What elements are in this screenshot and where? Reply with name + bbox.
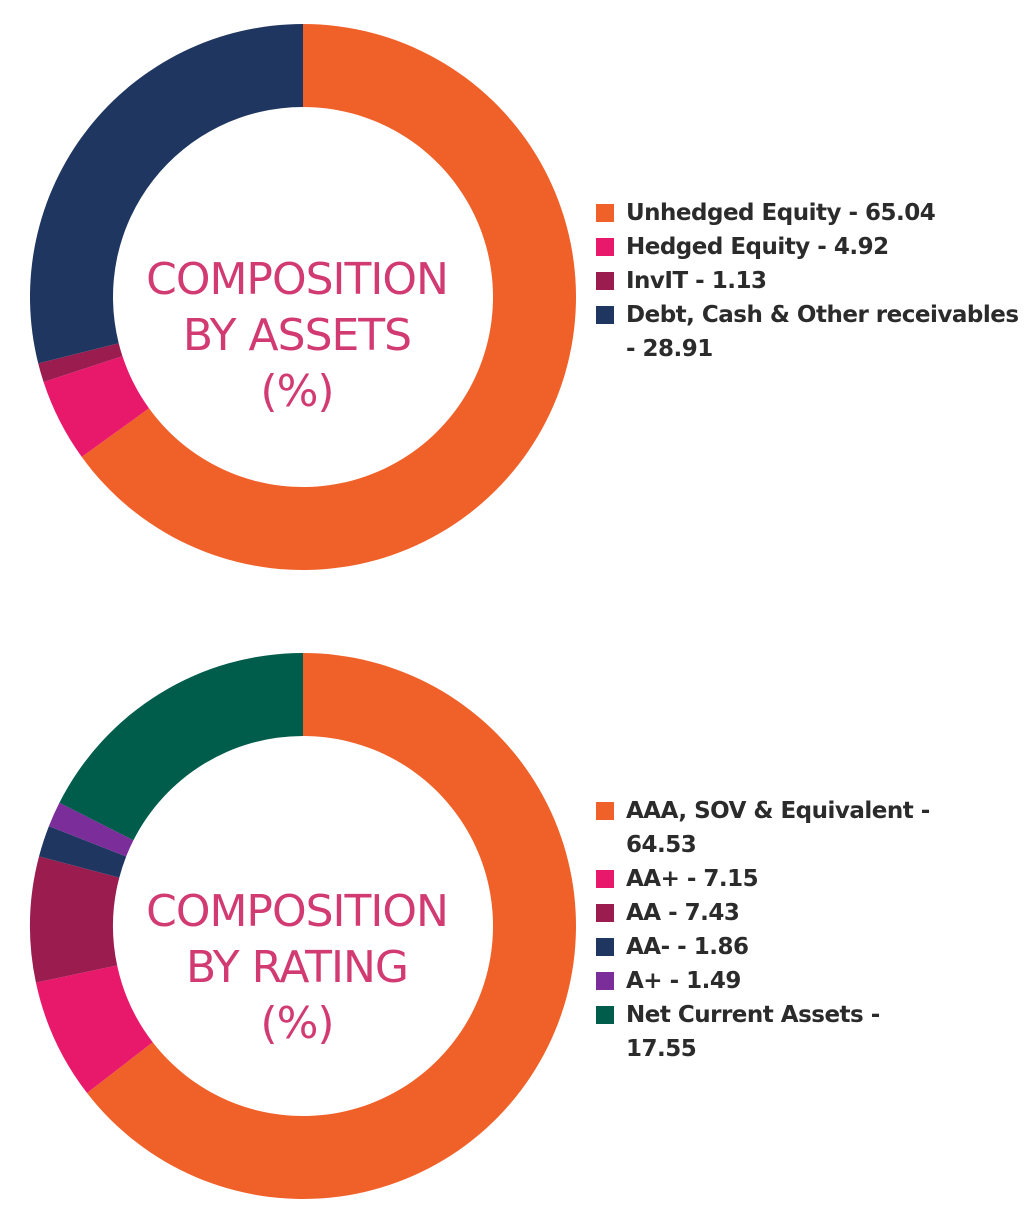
assets-legend-item: InvIT - 1.13 [596, 264, 1021, 298]
rating-legend: AAA, SOV & Equivalent - 64.53 AA+ - 7.15… [596, 794, 956, 1066]
rating-center-line-2: BY RATING [186, 942, 409, 993]
assets-center-line-1: COMPOSITION [146, 254, 449, 305]
legend-swatch [596, 938, 614, 956]
legend-label: Hedged Equity - 4.92 [626, 234, 889, 260]
assets-legend-item: Hedged Equity - 4.92 [596, 230, 1021, 264]
rating-composition-chart: COMPOSITION BY RATING (%) AAA, SOV & Equ… [0, 630, 1025, 1222]
assets-legend-item: Debt, Cash & Other receivables - 28.91 [596, 298, 1021, 366]
legend-label: Unhedged Equity - 65.04 [626, 200, 936, 226]
legend-label: AAA, SOV & Equivalent - 64.53 [626, 798, 930, 858]
donut-slice-aa [39, 826, 127, 878]
donut-slice-net-current-assets [59, 653, 304, 841]
rating-donut [30, 653, 577, 1199]
donut-slice-aa [30, 856, 120, 983]
legend-label: A+ - 1.49 [626, 968, 741, 994]
legend-swatch [596, 870, 614, 888]
assets-center-title: COMPOSITION BY ASSETS (%) [97, 252, 497, 420]
rating-center-line-3: (%) [260, 998, 334, 1049]
legend-swatch [596, 802, 614, 820]
legend-swatch [596, 1006, 614, 1024]
rating-center-title: COMPOSITION BY RATING (%) [97, 884, 497, 1052]
donut-slice-invit [38, 343, 123, 383]
legend-swatch [596, 204, 614, 222]
assets-legend-item: Unhedged Equity - 65.04 [596, 196, 1021, 230]
legend-swatch [596, 904, 614, 922]
assets-donut [29, 24, 576, 571]
assets-composition-chart: COMPOSITION BY ASSETS (%) Unhedged Equit… [0, 0, 1025, 600]
assets-center-line-3: (%) [260, 366, 334, 417]
legend-swatch [596, 972, 614, 990]
legend-label: AA - 7.43 [626, 900, 740, 926]
donut-slice-aa [35, 965, 153, 1094]
donut-slice-aaa-sov-equivalent [87, 653, 577, 1199]
legend-label: AA- - 1.86 [626, 934, 749, 960]
rating-center-line-1: COMPOSITION [146, 886, 449, 937]
legend-label: AA+ - 7.15 [626, 866, 759, 892]
legend-label: Debt, Cash & Other receivables - 28.91 [626, 302, 1019, 362]
donut-slice-a [48, 802, 134, 857]
rating-legend-item: AA+ - 7.15 [596, 862, 956, 896]
rating-legend-item: Net Current Assets - 17.55 [596, 998, 956, 1066]
rating-legend-item: AA- - 1.86 [596, 930, 956, 964]
legend-label: Net Current Assets - 17.55 [626, 1002, 880, 1062]
legend-swatch [596, 272, 614, 290]
legend-swatch [596, 306, 614, 324]
donut-slice-debt-cash-other-receivables [29, 24, 304, 364]
donut-slice-unhedged-equity [81, 24, 576, 571]
rating-legend-item: A+ - 1.49 [596, 964, 956, 998]
rating-legend-item: AA - 7.43 [596, 896, 956, 930]
assets-legend: Unhedged Equity - 65.04 Hedged Equity - … [596, 196, 1021, 366]
legend-swatch [596, 238, 614, 256]
rating-legend-item: AAA, SOV & Equivalent - 64.53 [596, 794, 956, 862]
legend-label: InvIT - 1.13 [626, 268, 767, 294]
donut-slice-hedged-equity [43, 356, 150, 457]
assets-center-line-2: BY ASSETS [182, 310, 412, 361]
